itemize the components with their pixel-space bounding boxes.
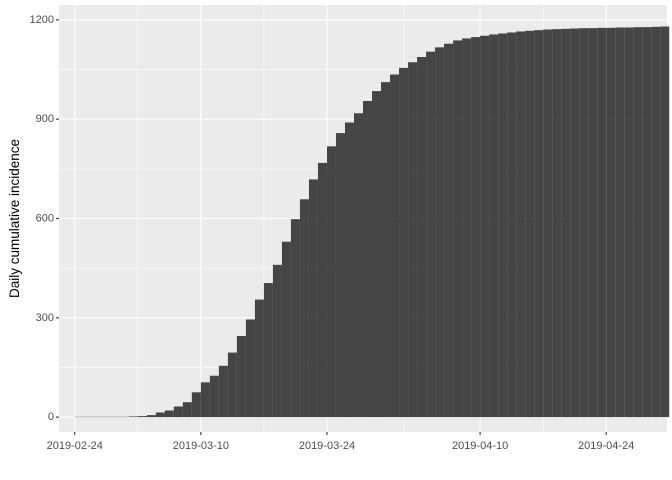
y-axis: 0 300 600 900 1200 [30,14,59,423]
x-tick-label: 2019-02-24 [47,440,103,452]
y-axis-title: Daily cumulative incidence [7,139,22,298]
bar [435,47,445,418]
bar [462,38,472,418]
bar [606,27,616,418]
bar [633,27,643,418]
bar [480,35,490,418]
bar [218,365,228,418]
bar [200,382,210,418]
bar [227,352,237,418]
bar [363,100,373,418]
bars [74,26,670,418]
bar [453,40,463,418]
bar [390,74,400,418]
bar [588,28,598,418]
bar [579,28,589,418]
bar [381,82,391,418]
bar [272,264,282,418]
bar [137,416,147,418]
bar [290,219,300,418]
bar [552,29,562,418]
bar [570,28,580,418]
bar [372,91,382,418]
bar [507,32,517,418]
y-tick-label: 600 [36,213,54,225]
bar [299,199,309,418]
x-axis: 2019-02-24 2019-03-10 2019-03-24 2019-04-10… [47,432,634,452]
bar [498,33,508,418]
bar [281,241,291,418]
bar [543,29,553,418]
bar [516,31,526,418]
y-tick-label: 0 [48,411,54,423]
y-tick-label: 1200 [30,14,54,26]
bar [471,37,481,418]
x-tick-label: 2019-03-10 [173,440,229,452]
bar [651,26,661,418]
bar [426,51,436,418]
bar [155,412,165,418]
bar [245,319,255,418]
bar [417,56,427,418]
bar [209,375,219,418]
bar [408,62,418,418]
bar [399,67,409,418]
bar [326,146,336,418]
bar [191,392,201,418]
x-tick-label: 2019-04-10 [452,440,508,452]
bar [597,27,607,418]
x-tick-label: 2019-03-24 [299,440,355,452]
y-tick-label: 300 [36,312,54,324]
bar [615,27,625,418]
bar [182,402,192,418]
bar [353,113,363,418]
bar [444,43,454,418]
bar [335,133,345,418]
bar [317,162,327,418]
bar [534,30,544,418]
bar [660,26,670,418]
bar [308,179,318,418]
bar [344,122,354,418]
bar [624,27,634,418]
bar [489,34,499,418]
x-tick-label: 2019-04-24 [578,440,634,452]
bar [263,283,273,418]
bar [561,28,571,418]
bar [128,416,138,418]
bar [173,406,183,418]
bar [164,410,174,418]
bar [254,299,264,418]
bar [146,415,156,418]
bar [642,27,652,418]
bar [236,336,246,418]
y-tick-label: 900 [36,113,54,125]
bar [525,30,535,418]
